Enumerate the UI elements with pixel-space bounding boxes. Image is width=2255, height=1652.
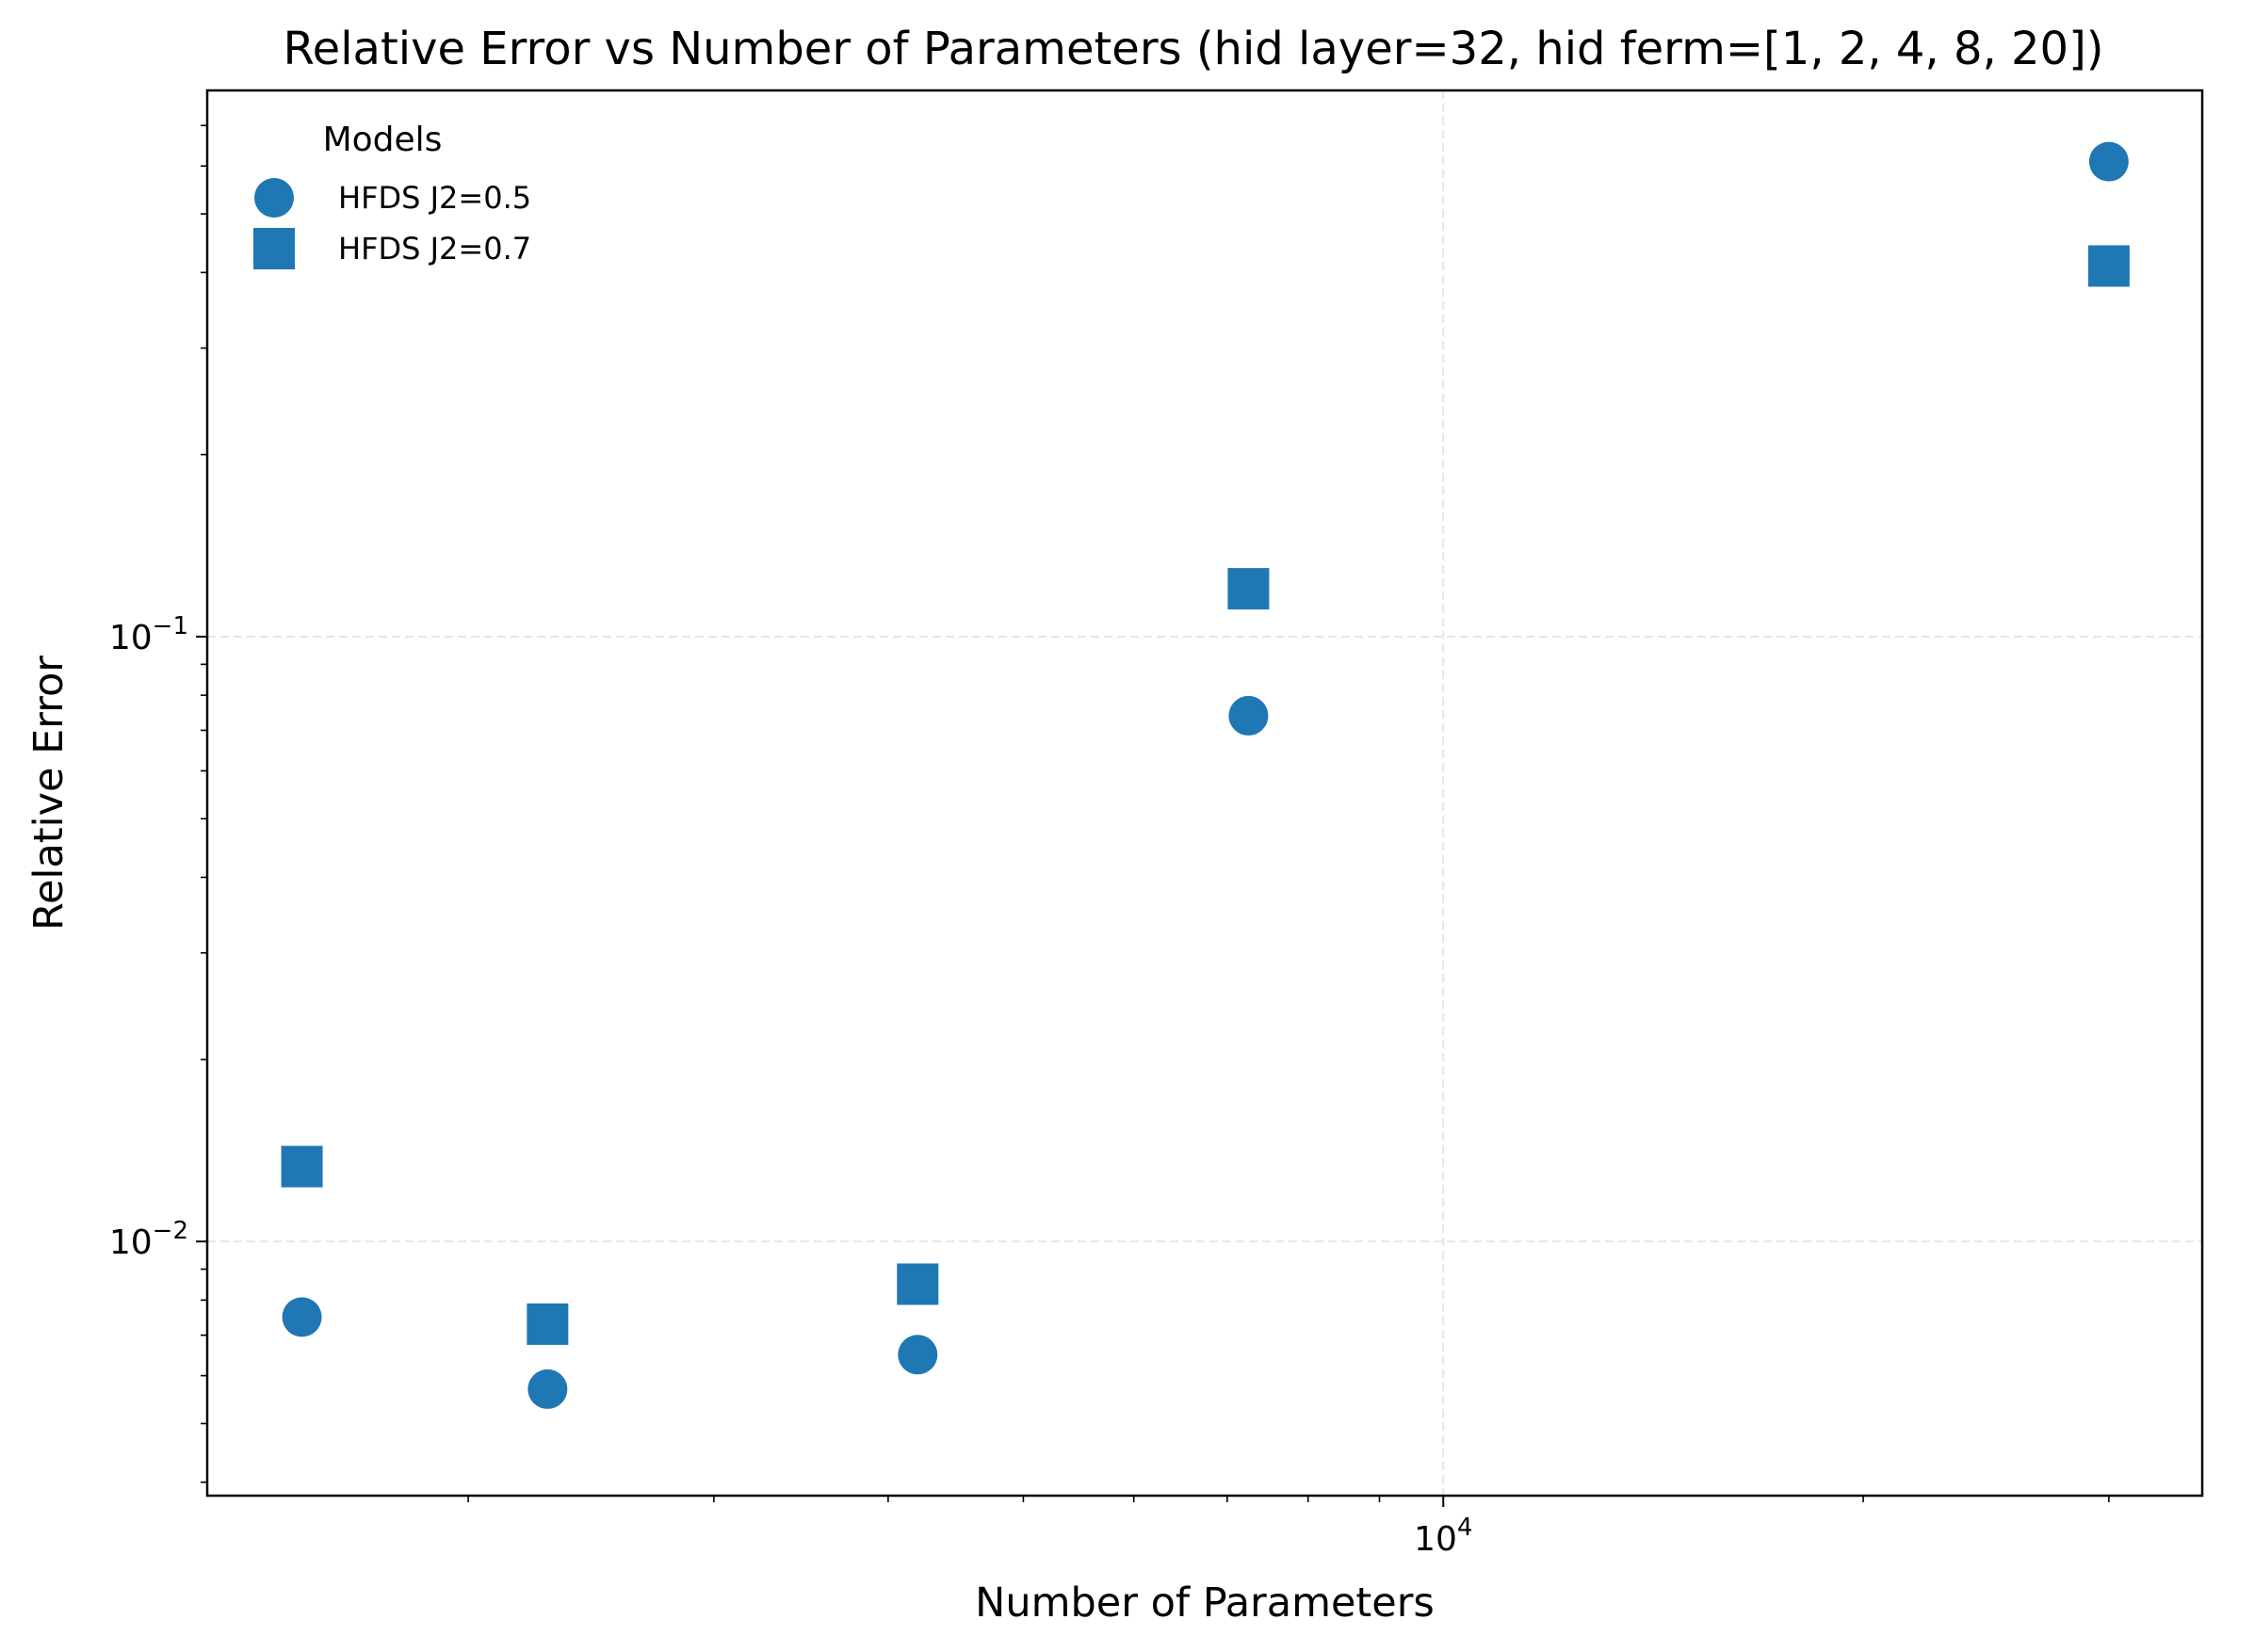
grid-lines — [207, 90, 2202, 1496]
legend-label-series-2: HFDS J2=0.7 — [338, 231, 531, 267]
y-tick-label-exponent: −1 — [153, 612, 188, 640]
data-point-square — [897, 1263, 939, 1305]
x-tick-label: 104 — [1414, 1514, 1472, 1559]
y-tick-label: 10−1 — [109, 612, 188, 657]
y-tick-label-base: 10 — [109, 1223, 153, 1262]
legend-marker-square — [253, 228, 295, 269]
data-point-square — [281, 1145, 323, 1188]
y-tick-label: 10−2 — [109, 1217, 188, 1262]
data-point-square — [527, 1303, 569, 1345]
data-point-circle — [1228, 695, 1269, 736]
x-tick-label-base: 10 — [1414, 1520, 1457, 1559]
data-point-square — [2087, 245, 2130, 287]
data-point-circle — [2088, 141, 2129, 182]
chart-title: Relative Error vs Number of Parameters (… — [283, 23, 2103, 75]
legend-title: Models — [323, 121, 443, 159]
y-axis-label: Relative Error — [25, 656, 73, 931]
x-axis-label: Number of Parameters — [975, 1579, 1435, 1627]
legend: Models HFDS J2=0.5 HFDS J2=0.7 — [253, 121, 531, 269]
x-tick-label-exponent: 4 — [1457, 1514, 1473, 1542]
data-point-square — [1227, 568, 1270, 610]
data-point-circle — [282, 1297, 322, 1337]
data-point-circle — [527, 1369, 568, 1409]
plot-frame — [205, 89, 2204, 1498]
legend-label-series-1: HFDS J2=0.5 — [338, 180, 531, 216]
data-point-circle — [898, 1335, 938, 1375]
y-tick-label-base: 10 — [109, 619, 153, 657]
y-tick-label-exponent: −2 — [153, 1217, 188, 1245]
legend-marker-circle — [254, 178, 294, 218]
data-points — [281, 141, 2130, 1409]
